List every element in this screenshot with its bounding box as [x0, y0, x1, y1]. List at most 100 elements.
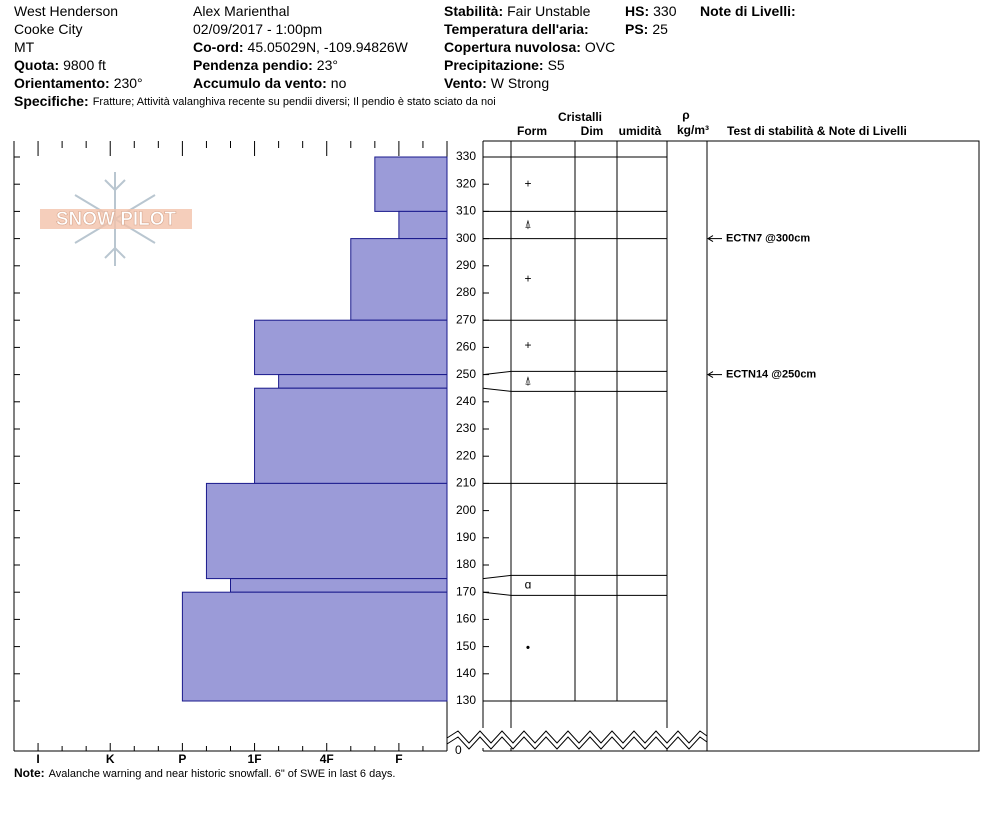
- logo-text: SNOW PILOT: [56, 209, 177, 230]
- field-label: Precipitazione:: [444, 57, 544, 73]
- x-tick-label: 4F: [320, 752, 334, 766]
- field-value: W Strong: [491, 75, 549, 91]
- axis-break: [446, 736, 708, 750]
- field: PS: 25: [625, 21, 668, 37]
- field: 02/09/2017 - 1:00pm: [193, 21, 322, 37]
- y-tick-label: 320: [456, 176, 476, 190]
- y-tick-label: 230: [456, 421, 476, 435]
- field-label: Co-ord:: [193, 39, 244, 55]
- field-label: Orientamento:: [14, 75, 110, 91]
- field: West Henderson: [14, 3, 118, 19]
- y-tick-label: 0: [455, 743, 462, 757]
- y-tick-label: 220: [456, 448, 476, 462]
- hardness-layer: [230, 578, 448, 593]
- x-tick-label: 1F: [248, 752, 262, 766]
- field-label: Vento:: [444, 75, 487, 91]
- field-value: Fair Unstable: [507, 3, 590, 19]
- field-value: Alex Marienthal: [193, 3, 290, 19]
- field-label: Specifiche:: [14, 93, 89, 109]
- field-value: no: [331, 75, 347, 91]
- y-tick-label: 260: [456, 340, 476, 354]
- field: Quota: 9800 ft: [14, 57, 106, 73]
- x-tick-label: P: [178, 752, 186, 766]
- field: Cooke City: [14, 21, 82, 37]
- table-header: umidità: [619, 124, 662, 138]
- frames: [13, 140, 980, 752]
- field-label: Note:: [14, 766, 45, 780]
- test-arrow-head: [707, 371, 714, 379]
- field-label: Temperatura dell'aria:: [444, 21, 589, 37]
- field-label: Note di Livelli:: [700, 3, 796, 19]
- y-tick-label: 280: [456, 285, 476, 299]
- test-label: ECTN7 @300cm: [726, 233, 810, 245]
- field-value: West Henderson: [14, 3, 118, 19]
- field-value: Cooke City: [14, 21, 82, 37]
- hardness-layer: [374, 156, 448, 212]
- y-tick-label: 330: [456, 149, 476, 163]
- field: Precipitazione: S5: [444, 57, 565, 73]
- note-text: Note: Avalanche warning and near historic…: [14, 766, 395, 780]
- field-value: Fratture; Attività valanghiva recente su…: [93, 96, 496, 108]
- field-label: HS:: [625, 3, 649, 19]
- crystal-form: ɑ: [525, 578, 532, 592]
- y-tick-label: 200: [456, 503, 476, 517]
- y-tick-label: 150: [456, 639, 476, 653]
- hardness-layer: [254, 319, 448, 376]
- field-value: 45.05029N, -109.94826W: [248, 39, 409, 55]
- y-tick-label: 170: [456, 584, 476, 598]
- table-header: kg/m³: [677, 123, 709, 137]
- field-value: MT: [14, 39, 35, 55]
- test-arrow-head: [707, 235, 714, 243]
- field: Orientamento: 230°: [14, 75, 143, 91]
- hardness-layer: [350, 238, 448, 321]
- table-header: Dim: [581, 124, 604, 138]
- crystal-form: +: [524, 176, 531, 190]
- x-tick-label: I: [36, 752, 39, 766]
- field-value: 230°: [114, 75, 143, 91]
- y-tick-label: 250: [456, 367, 476, 381]
- x-tick-label: K: [106, 752, 115, 766]
- field: Pendenza pendio: 23°: [193, 57, 338, 73]
- x-tick-label: F: [395, 752, 402, 766]
- crystal-form: +: [524, 272, 531, 286]
- field: MT: [14, 39, 35, 55]
- field: Note di Livelli:: [700, 3, 796, 19]
- y-tick-label: 300: [456, 231, 476, 245]
- hardness-layer: [398, 210, 448, 240]
- y-tick-label: 310: [456, 204, 476, 218]
- y-tick-label: 140: [456, 666, 476, 680]
- layer-boundary: [482, 387, 512, 392]
- layer-boundary: [482, 591, 512, 596]
- hardness-layer: [278, 374, 448, 389]
- field: Alex Marienthal: [193, 3, 290, 19]
- table-header: Test di stabilità & Note di Livelli: [727, 124, 907, 138]
- field-label: Copertura nuvolosa:: [444, 39, 581, 55]
- y-tick-label: 160: [456, 612, 476, 626]
- crystal-form: •: [526, 640, 530, 654]
- field-label: PS:: [625, 21, 648, 37]
- field-label: Accumulo da vento:: [193, 75, 327, 91]
- hardness-layer: [205, 482, 448, 580]
- crystal-form: ⍋: [524, 374, 531, 388]
- field-value: 02/09/2017 - 1:00pm: [193, 21, 322, 37]
- y-tick-label: 130: [456, 693, 476, 707]
- field: Stabilità: Fair Unstable: [444, 3, 591, 19]
- layer-boundary: [482, 370, 512, 376]
- crystal-form: +: [524, 338, 531, 352]
- field-value: 9800 ft: [63, 57, 106, 73]
- field-value: Avalanche warning and near historic snow…: [49, 768, 396, 780]
- y-tick-label: 190: [456, 530, 476, 544]
- field-value: S5: [548, 57, 565, 73]
- field-value: OVC: [585, 39, 615, 55]
- field-label: Pendenza pendio:: [193, 57, 313, 73]
- layer-boundary: [482, 574, 512, 580]
- table-header: Cristalli: [558, 110, 602, 124]
- field-value: 330: [653, 3, 677, 19]
- specifiche: Specifiche: Fratture; Attività valanghiva…: [14, 93, 496, 109]
- y-tick-label: 270: [456, 312, 476, 326]
- table-header: Form: [517, 124, 547, 138]
- field: Vento: W Strong: [444, 75, 549, 91]
- field-value: 23°: [317, 57, 338, 73]
- logo-band: [40, 209, 192, 229]
